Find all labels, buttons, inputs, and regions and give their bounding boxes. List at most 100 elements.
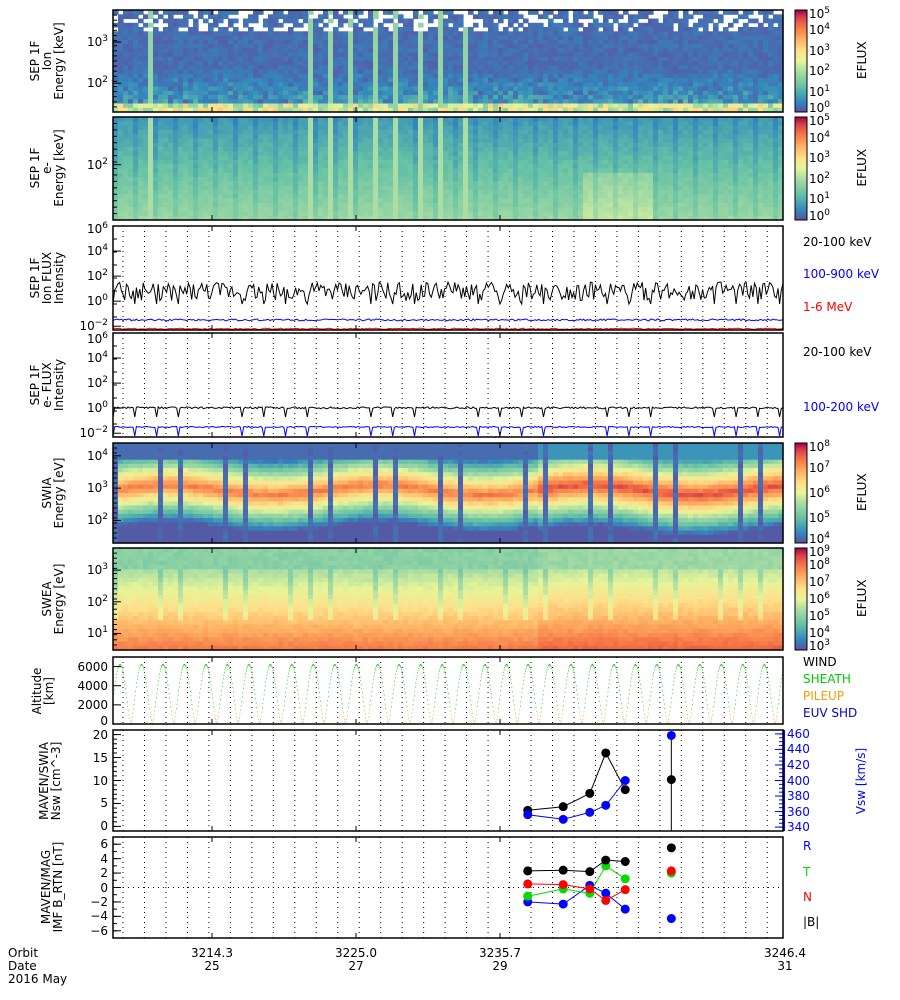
spectrogram-cell: [538, 86, 544, 92]
spectrogram-cell: [238, 61, 244, 66]
spectrogram-cell: [668, 95, 674, 100]
spectrogram-cell: [353, 56, 359, 62]
spectrogram-cell: [558, 69, 564, 75]
spectrogram-cell: [583, 78, 589, 83]
spectrogram-cell: [753, 31, 759, 37]
spectrogram-cell: [513, 151, 519, 157]
spectrogram-cell: [113, 215, 119, 221]
spectrogram-cell: [468, 142, 474, 148]
spectrogram-cell: [458, 142, 464, 148]
spectrogram-cell: [628, 18, 634, 24]
spectrogram-cell: [248, 107, 254, 113]
spectrogram-cell: [143, 107, 149, 113]
spectrogram-cell: [118, 134, 124, 140]
spectrogram-cell: [373, 134, 379, 140]
spectrogram-cell: [748, 99, 754, 105]
spectrogram-cell: [538, 82, 544, 88]
spectrogram-cell: [158, 164, 164, 170]
spectrogram-cell: [398, 95, 404, 100]
spectrogram-cell: [293, 202, 299, 208]
spectrogram-cell: [503, 31, 509, 37]
spectrogram-cell: [748, 44, 754, 49]
spectrogram-cell: [433, 142, 439, 148]
spectrogram-cell: [523, 185, 529, 191]
spectrogram-cell: [578, 35, 584, 41]
spectrogram-cell: [128, 86, 134, 92]
spectrogram-cell: [748, 65, 754, 71]
spectrogram-cell: [403, 142, 409, 148]
spectrogram-cell: [373, 44, 379, 49]
spectrogram-cell: [278, 151, 284, 157]
spectrogram-cell: [348, 198, 354, 204]
spectrogram-cell: [518, 35, 524, 41]
spectrogram-cell: [648, 48, 654, 54]
spectrogram-cell: [498, 107, 504, 113]
spectrogram-cell: [708, 95, 714, 100]
spectrogram-cell: [263, 202, 269, 208]
spectrogram-cell: [218, 48, 224, 54]
spectrogram-cell: [553, 44, 559, 49]
spectrogram-cell: [663, 95, 669, 100]
spectrogram-cell: [658, 48, 664, 54]
spectrogram-cell: [413, 202, 419, 208]
spectrogram-cell: [743, 48, 749, 54]
spectrogram-cell: [588, 48, 594, 54]
spectrogram-cell: [563, 86, 569, 92]
spectrogram-cell: [263, 35, 269, 41]
spectrogram-cell: [488, 52, 494, 58]
spectrogram-cell: [283, 215, 289, 221]
spectrogram-cell: [648, 31, 654, 37]
spectrogram-cell: [648, 99, 654, 105]
spectrogram-cell: [758, 82, 764, 88]
spectrogram-cell: [403, 27, 409, 32]
spectrogram-cell: [688, 61, 694, 66]
spectrogram-cell: [353, 78, 359, 83]
spectrogram-cell: [463, 103, 469, 109]
spectrogram-cell: [473, 56, 479, 62]
spectrogram-cell: [453, 147, 459, 152]
spectrogram-cell: [238, 90, 244, 96]
spectrogram-cell: [503, 138, 509, 144]
spectrogram-cell: [443, 39, 449, 45]
spectrogram-cell: [198, 48, 204, 54]
spectrogram-cell: [468, 211, 474, 217]
spectrogram-cell: [663, 73, 669, 79]
spectrogram-cell: [333, 52, 339, 58]
spectrogram-cell: [338, 168, 344, 174]
spectrogram-cell: [283, 190, 289, 195]
spectrogram-cell: [628, 22, 634, 28]
spectrogram-cell: [588, 22, 594, 28]
spectrogram-cell: [503, 211, 509, 217]
spectrogram-cell: [438, 99, 444, 105]
spectrogram-cell: [553, 39, 559, 45]
spectrogram-cell: [273, 61, 279, 66]
spectrogram-cell: [518, 194, 524, 200]
spectrogram-cell: [533, 22, 539, 28]
spectrogram-cell: [408, 138, 414, 144]
spectrogram-cell: [448, 103, 454, 109]
spectrogram-cell: [568, 95, 574, 100]
spectrogram-cell: [473, 121, 479, 127]
spectrogram-cell: [178, 44, 184, 49]
spectrogram-cell: [718, 78, 724, 83]
spectrogram-cell: [713, 86, 719, 92]
spectrogram-cell: [468, 39, 474, 45]
spectrogram-cell: [258, 142, 264, 148]
spectrogram-cell: [523, 177, 529, 182]
spectrogram-cell: [528, 61, 534, 66]
spectrogram-cell: [778, 18, 784, 24]
spectrogram-cell: [778, 52, 784, 58]
spectrogram-cell: [613, 44, 619, 49]
spectrogram-cell: [118, 14, 124, 20]
spectrogram-cell: [513, 134, 519, 140]
spectrogram-cell: [758, 48, 764, 54]
spectrogram-cell: [178, 121, 184, 127]
spectrogram-cell: [418, 44, 424, 49]
spectrogram-cell: [233, 48, 239, 54]
spectrogram-cell: [638, 107, 644, 113]
spectrogram-cell: [158, 121, 164, 127]
spectrogram-cell: [358, 107, 364, 113]
spectrogram-cell: [298, 211, 304, 217]
spectrogram-cell: [638, 56, 644, 62]
spectrogram-cell: [173, 194, 179, 200]
